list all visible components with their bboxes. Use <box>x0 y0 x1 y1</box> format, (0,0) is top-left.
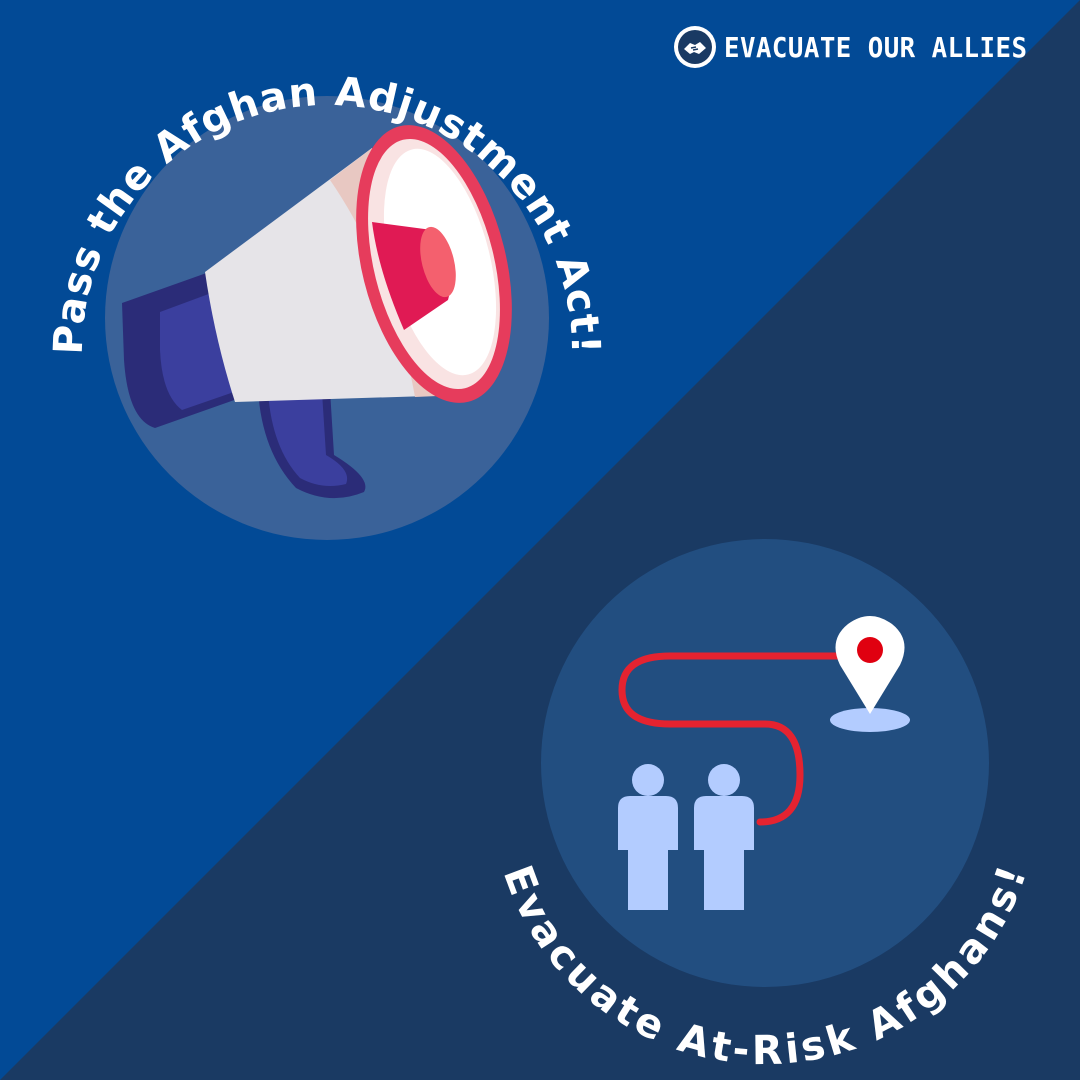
megaphone-icon <box>122 125 512 499</box>
brand-name: EVACUATE OUR ALLIES <box>724 30 1028 64</box>
route-line <box>618 652 844 826</box>
people-icon <box>618 764 754 910</box>
handshake-icon <box>674 26 717 68</box>
bottom-circle <box>541 539 989 987</box>
location-pin-icon <box>830 616 910 732</box>
brand-logo: EVACUATE OUR ALLIES <box>674 26 1054 68</box>
